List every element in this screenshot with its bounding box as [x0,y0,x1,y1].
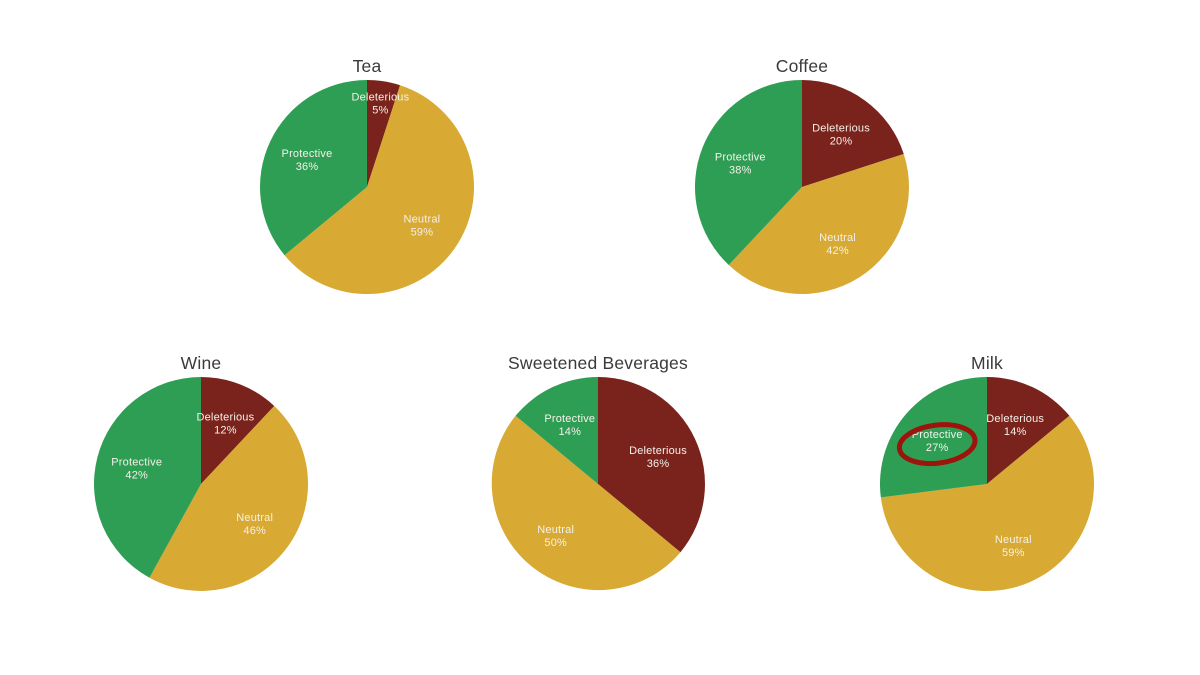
slice-label-name-neutral: Neutral [995,534,1032,546]
slice-label-pct-deleterious: 36% [647,458,670,470]
pie-chart-coffee: Coffee Deleterious 20% Neutral 42% Protectiv… [692,55,912,297]
annotation-ellipse [896,422,978,467]
pie-slice-deleterious [802,80,904,187]
slice-label-name-protective: Protective [715,152,766,164]
slice-label-pct-protective: 42% [125,470,148,482]
slice-label-name-neutral: Neutral [236,512,273,524]
slice-label-name-protective: Protective [544,413,595,425]
pie-slice-neutral [284,85,475,295]
pie-slice-neutral [491,415,681,591]
pie-slice-neutral [880,415,1094,592]
pie-chart-tea: Tea Deleterious 5% Neutral 59% Protective 36% [257,55,477,297]
slice-label-pct-deleterious: 14% [1004,426,1027,438]
slice-label-name-deleterious: Deleterious [812,122,870,134]
slice-label-pct-protective: 14% [558,426,581,438]
pie-slice-protective [260,80,367,256]
slice-label-pct-neutral: 46% [243,525,266,537]
chart-title-milk: Milk [971,353,1003,373]
slice-label-name-deleterious: Deleterious [986,413,1044,425]
pie-chart-wine: Wine Deleterious 12% Neutral 46% Protective 4… [91,352,311,594]
pie-slice-protective [694,80,802,265]
chart-title-tea: Tea [352,56,382,76]
chart-title-sweetened-beverages: Sweetened Beverages [508,353,688,373]
pie-slice-deleterious [598,377,705,553]
slice-label-pct-deleterious: 12% [214,424,237,436]
pie-slice-neutral [149,406,309,591]
slice-label-name-protective: Protective [111,457,162,469]
pie-slice-deleterious [201,377,275,484]
slice-label-name-neutral: Neutral [403,213,440,225]
slice-label-pct-neutral: 59% [411,226,434,238]
slice-label-pct-deleterious: 5% [372,105,388,117]
slice-label-name-neutral: Neutral [819,232,856,244]
pie-slice-neutral [728,153,909,294]
pie-slice-deleterious [367,80,401,187]
slice-label-name-protective: Protective [912,429,963,441]
slice-label-pct-neutral: 50% [544,537,567,549]
slice-label-pct-neutral: 42% [826,245,849,257]
slice-label-name-protective: Protective [282,148,333,160]
slice-label-name-deleterious: Deleterious [629,445,687,457]
slice-label-pct-neutral: 59% [1002,547,1025,559]
pie-slice-protective [94,377,201,578]
slice-label-pct-protective: 38% [729,165,752,177]
slice-label-pct-deleterious: 20% [830,135,853,147]
pie-slice-protective [515,377,598,484]
slice-label-name-deleterious: Deleterious [196,411,254,423]
slice-label-name-neutral: Neutral [537,524,574,536]
pie-chart-sweetened-beverages: Sweetened Beverages Deleterious 36% Neutra… [488,352,708,594]
pie-chart-milk: Milk Deleterious 14% Neutral 59% Protective 2… [877,352,1097,594]
pie-slice-deleterious [987,377,1070,484]
slice-label-pct-protective: 27% [926,442,949,454]
slice-label-pct-protective: 36% [296,161,319,173]
chart-title-coffee: Coffee [775,56,829,76]
chart-title-wine: Wine [180,353,222,373]
slice-label-name-deleterious: Deleterious [351,92,409,104]
pie-slice-protective [879,377,987,498]
